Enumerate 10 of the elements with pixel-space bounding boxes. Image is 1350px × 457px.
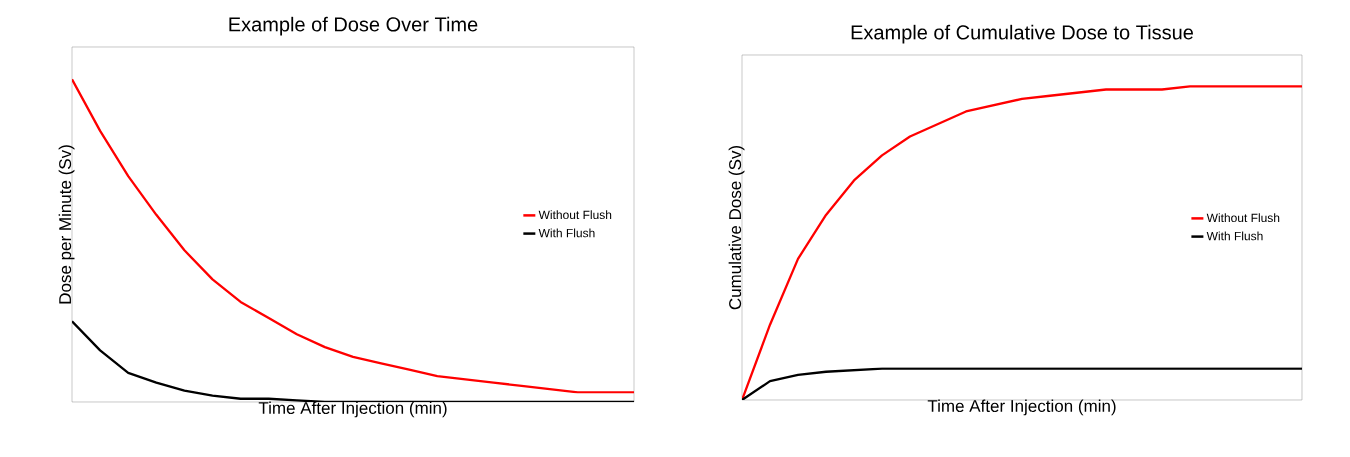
x-axis-title: Time After Injection (min) — [927, 399, 1116, 416]
y-axis-title: Cumulative Dose (Sv) — [728, 145, 745, 310]
y-axis-title: Dose per Minute (Sv) — [58, 145, 75, 304]
legend-label: With Flush — [538, 228, 595, 238]
legend-label: Without Flush — [538, 210, 612, 220]
legend-label: Without Flush — [1206, 213, 1280, 223]
legend-label: With Flush — [1206, 231, 1263, 241]
chart-title: Example of Dose Over Time — [229, 16, 478, 36]
chart-title: Example of Cumulative Dose to Tissue — [851, 24, 1193, 44]
x-axis-title: Time After Injection (min) — [258, 401, 447, 418]
